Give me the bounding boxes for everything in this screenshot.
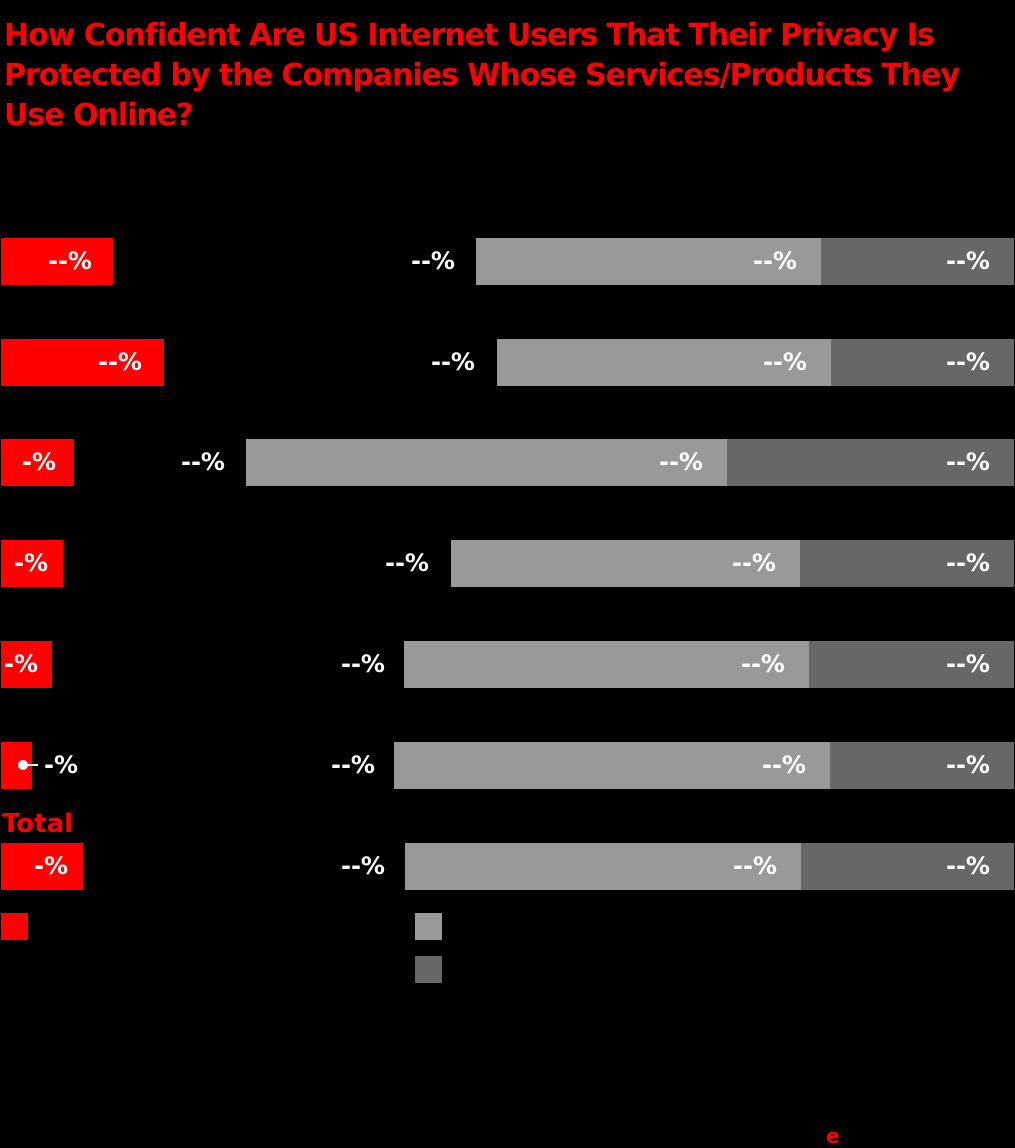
value-label-middle: --% xyxy=(341,650,385,678)
value-label-mid: --% xyxy=(732,549,776,577)
value-label-not-confident: --% xyxy=(946,348,990,376)
brand-logo: e xyxy=(826,1124,840,1148)
value-label-confident: --% xyxy=(48,247,92,275)
bar-mid xyxy=(451,540,800,587)
chart-title: How Confident Are US Internet Users That… xyxy=(4,18,960,133)
bar-not-confident xyxy=(831,339,1014,386)
legend-swatch-confident xyxy=(1,913,28,940)
value-label-mid: --% xyxy=(659,448,703,476)
bar-mid xyxy=(405,843,801,890)
value-label-middle: --% xyxy=(181,448,225,476)
bar-mid xyxy=(476,238,821,285)
value-label-mid: --% xyxy=(733,852,777,880)
bar-mid xyxy=(404,641,809,688)
bar-not-confident xyxy=(809,641,1014,688)
bar-not-confident xyxy=(821,238,1014,285)
bar-mid xyxy=(246,439,727,486)
value-label-middle: --% xyxy=(411,247,455,275)
value-label-middle: --% xyxy=(331,751,375,779)
value-label-confident: -% xyxy=(34,852,69,880)
value-label-middle: --% xyxy=(385,549,429,577)
value-label-mid: --% xyxy=(762,751,806,779)
value-label-not-confident: --% xyxy=(946,448,990,476)
value-label-not-confident: --% xyxy=(946,549,990,577)
bar-confident xyxy=(1,641,52,688)
value-label-middle: --% xyxy=(341,852,385,880)
bar-not-confident xyxy=(830,742,1014,789)
legend-swatch-not-confident xyxy=(415,956,442,983)
bar-not-confident xyxy=(800,540,1014,587)
value-label-middle: --% xyxy=(431,348,475,376)
value-label-not-confident: --% xyxy=(946,650,990,678)
bar-not-confident xyxy=(801,843,1014,890)
bar-confident xyxy=(1,540,63,587)
bar-confident xyxy=(1,339,164,386)
value-label-mid: --% xyxy=(763,348,807,376)
value-label-confident: -% xyxy=(22,448,57,476)
bar-mid xyxy=(497,339,831,386)
callout-line xyxy=(26,764,38,766)
value-label-confident: --% xyxy=(98,348,142,376)
bar-confident xyxy=(1,843,83,890)
bar-confident xyxy=(1,439,74,486)
bar-confident xyxy=(1,238,113,285)
value-label-confident: -% xyxy=(14,549,49,577)
value-label-mid: --% xyxy=(741,650,785,678)
callout-dot xyxy=(18,760,28,770)
value-label-mid: --% xyxy=(753,247,797,275)
value-label-not-confident: --% xyxy=(946,751,990,779)
value-label-confident: -% xyxy=(4,650,39,678)
value-label-not-confident: --% xyxy=(946,247,990,275)
legend-swatch-mid xyxy=(415,913,442,940)
bar-mid xyxy=(394,742,830,789)
bar-not-confident xyxy=(727,439,1014,486)
value-label-confident: -% xyxy=(44,751,79,779)
total-category-label: Total xyxy=(2,809,74,839)
value-label-not-confident: --% xyxy=(946,852,990,880)
